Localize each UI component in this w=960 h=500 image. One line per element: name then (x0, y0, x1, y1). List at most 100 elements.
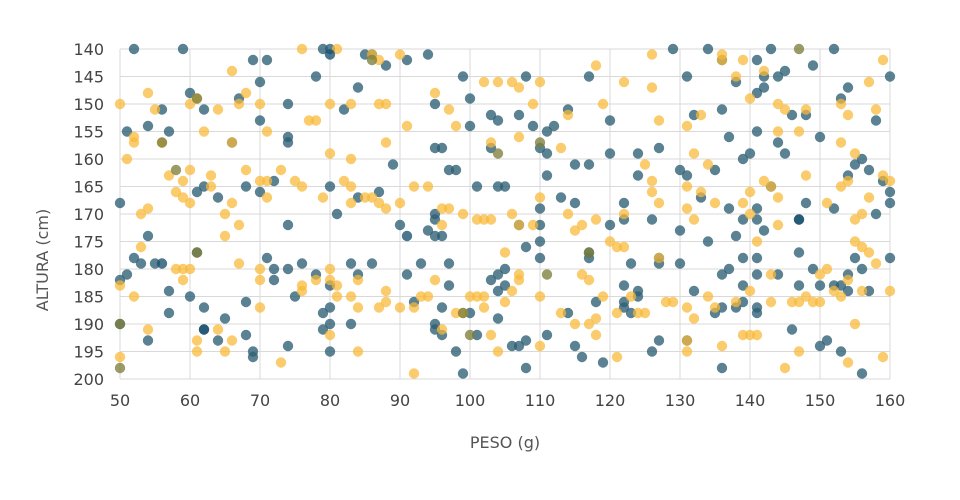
scatter-point (751, 302, 763, 313)
scatter-point (366, 192, 378, 203)
scatter-point (345, 153, 357, 165)
scatter-point (541, 329, 553, 341)
scatter-point (807, 60, 819, 71)
scatter-point (240, 181, 252, 192)
scatter-point (205, 181, 217, 192)
scatter-point (261, 54, 273, 66)
scatter-point (128, 291, 140, 302)
scatter-point (653, 142, 665, 154)
scatter-point (625, 258, 637, 269)
scatter-point (688, 214, 700, 225)
scatter-point (324, 148, 336, 159)
scatter-point (569, 225, 581, 236)
scatter-point (352, 302, 364, 313)
scatter-point (142, 120, 154, 132)
scatter-point (765, 296, 777, 308)
scatter-point (856, 208, 868, 220)
scatter-point (261, 252, 273, 264)
scatter-point (387, 159, 399, 170)
scatter-point (177, 43, 189, 55)
scatter-point (191, 186, 203, 198)
scatter-point (261, 126, 273, 137)
scatter-point (534, 340, 546, 352)
scatter-point (590, 296, 602, 308)
scatter-point (114, 318, 126, 330)
scatter-point (198, 104, 210, 115)
scatter-point (142, 230, 154, 242)
scatter-point (233, 219, 245, 231)
scatter-point (653, 197, 665, 209)
scatter-point (324, 318, 336, 330)
scatter-point (184, 87, 196, 99)
scatter-point (772, 137, 784, 148)
scatter-point (681, 302, 693, 313)
y-tick-label: 200 (73, 370, 104, 389)
scatter-point (884, 285, 896, 297)
x-tick-label: 140 (735, 391, 766, 410)
scatter-point (534, 236, 546, 247)
scatter-point (254, 98, 266, 110)
scatter-point (184, 197, 196, 209)
scatter-point (289, 175, 301, 187)
scatter-point (534, 137, 546, 148)
scatter-point (121, 153, 133, 165)
y-tick-label: 195 (73, 343, 104, 362)
scatter-point (618, 280, 630, 291)
y-tick-label: 145 (73, 68, 104, 87)
scatter-point (597, 291, 609, 302)
scatter-point (121, 126, 133, 137)
scatter-point (779, 362, 791, 374)
scatter-point (800, 104, 812, 115)
scatter-point (198, 302, 210, 313)
scatter-point (254, 302, 266, 313)
scatter-point (457, 307, 469, 319)
scatter-point (730, 230, 742, 242)
scatter-point (506, 208, 518, 220)
scatter-point (688, 285, 700, 297)
scatter-point (590, 214, 602, 225)
scatter-point (457, 71, 469, 82)
scatter-point (464, 120, 476, 132)
scatter-point (114, 98, 126, 110)
scatter-point (870, 208, 882, 220)
scatter-point (163, 170, 175, 181)
scatter-point (646, 346, 658, 357)
scatter-point (646, 175, 658, 187)
scatter-point (268, 274, 280, 286)
scatter-point (569, 318, 581, 330)
scatter-point (779, 65, 791, 77)
scatter-point (667, 43, 679, 55)
x-tick-label: 100 (455, 391, 486, 410)
scatter-point (779, 148, 791, 159)
scatter-point (583, 274, 595, 286)
scatter-point (114, 280, 126, 291)
scatter-point (471, 181, 483, 192)
scatter-point (744, 285, 756, 297)
scatter-point (751, 214, 763, 225)
scatter-point (576, 269, 588, 280)
scatter-point (737, 252, 749, 264)
scatter-point (520, 335, 532, 346)
scatter-point (261, 192, 273, 203)
x-tick-label: 120 (595, 391, 626, 410)
scatter-point (765, 43, 777, 55)
scatter-point (646, 214, 658, 225)
scatter-point (492, 115, 504, 126)
scatter-point (380, 137, 392, 148)
scatter-point (345, 197, 357, 209)
scatter-point (590, 60, 602, 71)
scatter-point (352, 346, 364, 357)
scatter-point (429, 274, 441, 286)
scatter-point (842, 357, 854, 368)
scatter-point (513, 109, 525, 121)
scatter-point (443, 203, 455, 214)
scatter-point (541, 269, 553, 280)
scatter-point (275, 164, 287, 176)
scatter-point (184, 291, 196, 302)
scatter-point (842, 285, 854, 297)
scatter-point (324, 302, 336, 313)
scatter-point (737, 214, 749, 225)
scatter-point (583, 159, 595, 170)
scatter-point (821, 263, 833, 275)
scatter-point (443, 280, 455, 291)
